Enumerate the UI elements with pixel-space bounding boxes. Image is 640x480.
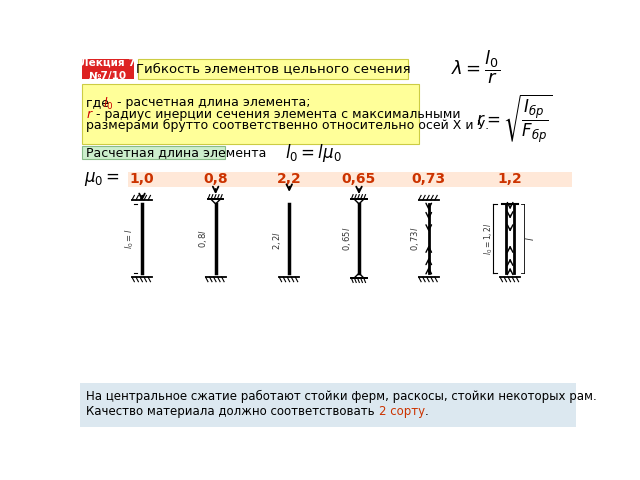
Text: $2,2l$: $2,2l$ <box>271 231 283 250</box>
Text: размерами брутто соответственно относительно осей X и У.: размерами брутто соответственно относите… <box>86 119 490 132</box>
Text: $0,8l$: $0,8l$ <box>197 229 209 248</box>
Text: .: . <box>425 405 428 418</box>
Text: $l_0 = l\mu_0$: $l_0 = l\mu_0$ <box>285 142 342 164</box>
Text: $l$: $l$ <box>524 236 536 241</box>
Text: где: где <box>86 96 113 109</box>
Bar <box>138 59 408 79</box>
Bar <box>81 146 225 159</box>
Text: На центральное сжатие работают стойки ферм, раскосы, стойки некоторых рам.: На центральное сжатие работают стойки фе… <box>86 390 597 403</box>
Text: Расчетная длина элемента: Расчетная длина элемента <box>86 146 267 159</box>
Text: 1,2: 1,2 <box>498 172 522 186</box>
Text: $0,65l$: $0,65l$ <box>340 226 353 251</box>
Text: Гибкость элементов цельного сечения: Гибкость элементов цельного сечения <box>136 63 410 76</box>
Text: - расчетная длина элемента;: - расчетная длина элемента; <box>113 96 310 109</box>
Bar <box>128 171 572 187</box>
Text: Лекция 7
№7/10: Лекция 7 №7/10 <box>80 57 136 81</box>
Text: $r$: $r$ <box>86 108 94 120</box>
Text: Качество материала должно соответствовать: Качество материала должно соответствоват… <box>86 405 379 418</box>
Text: 2,2: 2,2 <box>277 172 301 186</box>
Text: 0,8: 0,8 <box>204 172 228 186</box>
Text: $\lambda = \dfrac{l_0}{r}$: $\lambda = \dfrac{l_0}{r}$ <box>451 48 500 85</box>
Text: $l_0$: $l_0$ <box>103 96 114 112</box>
Text: 0,65: 0,65 <box>342 172 376 186</box>
Text: $0,73l$: $0,73l$ <box>409 226 421 251</box>
Text: - радиус инерции сечения элемента с максимальными: - радиус инерции сечения элемента с макс… <box>92 108 461 120</box>
Text: $\mu_0 =$: $\mu_0 =$ <box>84 170 120 188</box>
Text: 0,73: 0,73 <box>412 172 446 186</box>
Bar <box>81 84 419 144</box>
Text: $r = \sqrt{\dfrac{I_{бр}}{F_{бр}}}$: $r = \sqrt{\dfrac{I_{бр}}{F_{бр}}}$ <box>476 93 552 145</box>
Bar <box>81 59 134 79</box>
Text: $l_0=l$: $l_0=l$ <box>124 228 136 249</box>
Text: 2 сорту: 2 сорту <box>379 405 425 418</box>
Bar <box>80 383 576 427</box>
Text: 1,0: 1,0 <box>130 172 154 186</box>
Text: $l_0=1,2l$: $l_0=1,2l$ <box>482 222 495 255</box>
